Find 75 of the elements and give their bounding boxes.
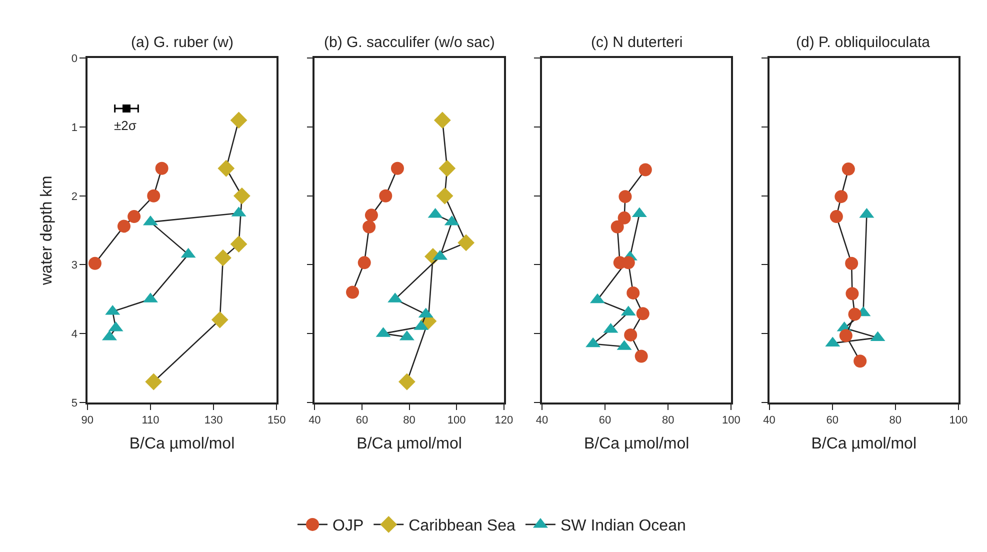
x-axis-title: B/Ca µmol/mol (356, 436, 462, 453)
point (147, 189, 160, 202)
y-tick-label: 2 (71, 190, 78, 203)
y-tick-label: 1 (71, 122, 78, 134)
point (626, 286, 640, 300)
point (390, 162, 404, 175)
point (842, 162, 855, 176)
point (379, 189, 392, 202)
point (638, 163, 652, 176)
point (610, 220, 624, 234)
chart-title: (d) P. obliquiloculata (796, 34, 931, 51)
x-tick-label: 60 (826, 414, 838, 426)
chart-title: (a) G. ruber (w) (131, 34, 234, 51)
point (438, 160, 456, 177)
x-tick-label: 130 (204, 414, 223, 426)
x-tick-label: 40 (308, 414, 321, 426)
point (214, 249, 232, 266)
chart-title: (c) N duterteri (591, 34, 683, 51)
legend-label: Caribbean Sea (408, 518, 516, 535)
x-tick-label: 80 (403, 414, 416, 426)
y-tick-label: 5 (71, 397, 78, 410)
point (839, 329, 852, 342)
point (233, 187, 250, 204)
x-tick-label: 150 (267, 414, 286, 426)
point (436, 187, 454, 204)
point (364, 208, 378, 222)
x-tick-label: 100 (722, 414, 740, 426)
point (346, 286, 360, 299)
x-tick-label: 80 (662, 414, 674, 426)
point (854, 354, 867, 368)
x-tick-label: 100 (447, 414, 466, 426)
point (634, 350, 648, 363)
x-axis-title: B/Ca µmol/mol (811, 436, 916, 453)
point (636, 307, 650, 320)
x-tick-label: 100 (949, 414, 968, 426)
point (846, 287, 859, 300)
y-tick-label: 0 (71, 53, 78, 66)
point (358, 256, 371, 270)
y-axis-title: water depth km (38, 176, 56, 286)
x-tick-label: 120 (494, 414, 514, 426)
annotation: ±2σ (114, 118, 136, 133)
point (117, 220, 130, 233)
x-tick-label: 110 (142, 414, 160, 426)
point (434, 112, 451, 129)
y-tick-label: 3 (71, 260, 78, 272)
x-tick-label: 80 (889, 414, 902, 426)
point (230, 112, 248, 129)
point (834, 190, 848, 204)
point (122, 104, 130, 112)
point (230, 236, 248, 253)
point (155, 162, 168, 175)
point (848, 308, 862, 321)
point (211, 311, 228, 328)
point (218, 160, 235, 177)
x-tick-label: 60 (598, 414, 612, 426)
x-tick-label: 40 (763, 414, 776, 426)
point (618, 190, 632, 204)
point (145, 373, 162, 390)
y-tick-label: 4 (71, 328, 78, 340)
legend-label: SW Indian Ocean (560, 518, 686, 535)
point (88, 256, 102, 270)
legend-label: OJP (332, 518, 364, 535)
x-tick-label: 40 (536, 414, 548, 426)
point (618, 211, 631, 224)
chart-title: (b) G. sacculifer (w/o sac) (324, 34, 495, 51)
point (845, 256, 858, 270)
point (830, 210, 843, 224)
x-axis-title: B/Ca µmol/mol (584, 436, 690, 453)
point (458, 234, 475, 252)
point (624, 328, 638, 342)
x-tick-label: 60 (356, 414, 368, 426)
x-tick-label: 90 (81, 414, 94, 426)
point (128, 210, 141, 224)
point (362, 220, 376, 234)
x-axis-title: B/Ca µmol/mol (129, 436, 235, 453)
